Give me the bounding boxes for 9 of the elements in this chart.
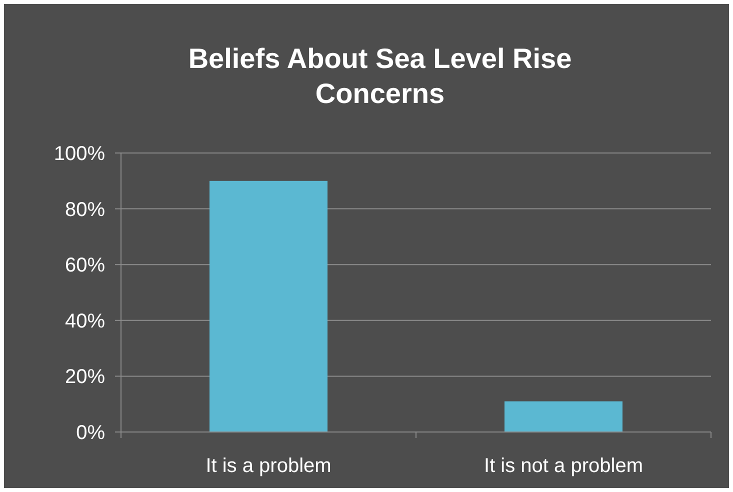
y-tick-label: 100% [54, 143, 106, 165]
y-tick-label: 80% [64, 198, 106, 221]
x-tick-label: It is not a problem [484, 455, 643, 477]
y-tick-label: 20% [64, 366, 106, 388]
x-tick-label: It is a problem [206, 455, 332, 477]
chart-title: Beliefs About Sea Level Rise Concerns [188, 43, 572, 109]
y-tick-label: 40% [64, 310, 106, 332]
y-tick-label: 60% [64, 254, 106, 277]
y-tick-label: 0% [76, 422, 106, 444]
